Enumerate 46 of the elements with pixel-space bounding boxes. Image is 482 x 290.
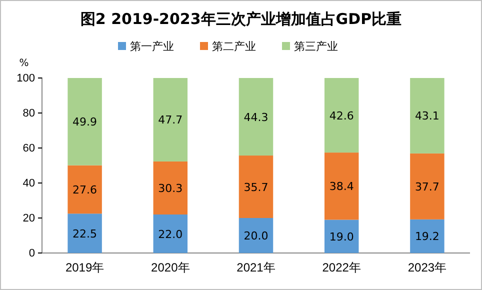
y-tick-label: 80 xyxy=(22,108,35,120)
bar xyxy=(324,78,359,153)
data-label: 47.7 xyxy=(158,114,183,127)
bar xyxy=(153,161,188,214)
bar xyxy=(68,214,102,253)
data-label: 43.1 xyxy=(414,110,440,123)
data-label: 38.4 xyxy=(329,180,354,194)
bar xyxy=(324,152,359,220)
chart-title: 图2 2019-2023年三次产业增加值占GDP比重 xyxy=(80,10,402,28)
data-label: 19.0 xyxy=(329,230,354,244)
y-tick-label: 60 xyxy=(22,142,35,155)
data-label: 19.2 xyxy=(414,230,440,244)
bar xyxy=(410,153,444,220)
x-tick-label: 2023年 xyxy=(408,260,447,275)
data-label: 22.0 xyxy=(158,228,183,241)
bar xyxy=(410,219,444,253)
y-tick-label: 20 xyxy=(22,212,35,225)
data-label: 22.5 xyxy=(72,227,98,240)
data-label: 37.7 xyxy=(414,180,440,194)
data-label: 27.6 xyxy=(72,183,98,196)
x-tick-label: 2021年 xyxy=(236,260,276,275)
bar xyxy=(238,156,274,218)
data-label: 42.6 xyxy=(329,109,354,122)
data-label: 44.3 xyxy=(244,110,268,124)
data-label: 20.0 xyxy=(244,230,268,242)
bar xyxy=(68,78,102,166)
data-label: 35.7 xyxy=(244,180,268,194)
bar xyxy=(238,78,274,156)
bar xyxy=(153,214,188,253)
data-label: 30.3 xyxy=(158,182,183,195)
bar xyxy=(153,78,188,162)
y-tick-label: 40 xyxy=(22,178,35,190)
bar xyxy=(68,165,102,214)
bar xyxy=(238,218,274,253)
y-tick-label: 100 xyxy=(16,72,35,85)
y-tick-label: 0 xyxy=(28,248,35,260)
legend-label: 第一产业 xyxy=(130,40,174,53)
y-axis-title: % xyxy=(19,58,29,69)
bar xyxy=(324,220,359,253)
legend-label: 第二产业 xyxy=(212,40,256,53)
x-tick-label: 2022年 xyxy=(322,260,361,275)
x-tick-label: 2020年 xyxy=(151,260,190,275)
legend-label: 第三产业 xyxy=(294,40,338,53)
data-label: 49.9 xyxy=(72,116,98,129)
x-tick-label: 2019年 xyxy=(65,260,104,275)
bar xyxy=(410,78,444,154)
